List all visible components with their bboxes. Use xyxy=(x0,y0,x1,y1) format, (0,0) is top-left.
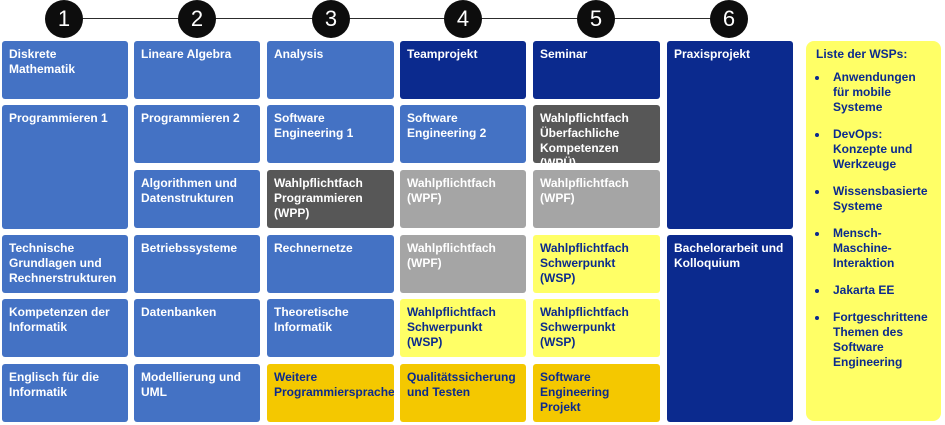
module-englisch: Englisch für die Informatik xyxy=(2,364,128,422)
semester-number-6: 6 xyxy=(710,0,748,38)
module-betriebssysteme: Betriebssysteme xyxy=(134,235,260,293)
semester-timeline xyxy=(64,18,729,19)
wsp-item-mobile: Anwendungen für mobile Systeme xyxy=(829,70,931,115)
module-programmieren-2: Programmieren 2 xyxy=(134,105,260,163)
module-qualitaetssicherung: Qualitätssicherung und Testen xyxy=(400,364,526,422)
module-software-engineering-2: Software Engineering 2 xyxy=(400,105,526,163)
wsp-item-mensch-maschine: Mensch-Maschine-Interaktion xyxy=(829,226,931,271)
module-modellierung-uml: Modellierung und UML xyxy=(134,364,260,422)
semester-number-5: 5 xyxy=(577,0,615,38)
module-wahlpflicht-wpp: Wahlpflichtfach Programmieren (WPP) xyxy=(267,170,394,228)
module-praxisprojekt: Praxisprojekt xyxy=(667,41,793,229)
module-weitere-programmiersprache: Weitere Programmiersprache xyxy=(267,364,394,422)
module-wahlpflicht-wpf-5: Wahlpflichtfach (WPF) xyxy=(533,170,660,228)
wsp-item-fortgeschrittene: Fortgeschrittene Themen des Software Eng… xyxy=(829,310,931,370)
wsp-list-panel: Liste der WSPs: Anwendungen für mobile S… xyxy=(806,41,941,421)
wsp-item-devops: DevOps: Konzepte und Werkzeuge xyxy=(829,127,931,172)
module-technische-grundlagen: Technische Grundlagen und Rechnerstruktu… xyxy=(2,235,128,293)
module-programmieren-1: Programmieren 1 xyxy=(2,105,128,229)
module-software-engineering-projekt: Software Engineering Projekt xyxy=(533,364,660,422)
module-wahlpflicht-wsp-5a: Wahlpflichtfach Schwerpunkt (WSP) xyxy=(533,235,660,293)
module-wahlpflicht-wsp-5b: Wahlpflichtfach Schwerpunkt (WSP) xyxy=(533,299,660,357)
module-teamprojekt: Teamprojekt xyxy=(400,41,526,99)
wsp-item-wissensbasierte: Wissensbasierte Systeme xyxy=(829,184,931,214)
module-wahlpflicht-wsp-4: Wahlpflichtfach Schwerpunkt (WSP) xyxy=(400,299,526,357)
module-wahlpflicht-wpue: Wahlpflichtfach Überfachliche Kompetenze… xyxy=(533,105,660,163)
module-bachelorarbeit: Bachelorarbeit und Kolloquium xyxy=(667,235,793,422)
module-lineare-algebra: Lineare Algebra xyxy=(134,41,260,99)
module-datenbanken: Datenbanken xyxy=(134,299,260,357)
module-wahlpflicht-wpf-4b: Wahlpflichtfach (WPF) xyxy=(400,235,526,293)
module-theoretische-informatik: Theoretische Informatik xyxy=(267,299,394,357)
semester-number-2: 2 xyxy=(178,0,216,38)
module-algorithmen-datenstrukturen: Algorithmen und Datenstrukturen xyxy=(134,170,260,228)
module-rechnernetze: Rechnernetze xyxy=(267,235,394,293)
module-diskrete-mathematik: Diskrete Mathematik xyxy=(2,41,128,99)
module-wahlpflicht-wpf-4a: Wahlpflichtfach (WPF) xyxy=(400,170,526,228)
module-analysis: Analysis xyxy=(267,41,394,99)
wsp-list: Anwendungen für mobile Systeme DevOps: K… xyxy=(816,70,931,370)
semester-number-1: 1 xyxy=(45,0,83,38)
wsp-list-title: Liste der WSPs: xyxy=(816,47,908,61)
module-seminar: Seminar xyxy=(533,41,660,99)
module-kompetenzen-informatik: Kompetenzen der Informatik xyxy=(2,299,128,357)
module-software-engineering-1: Software Engineering 1 xyxy=(267,105,394,163)
wsp-item-jakarta: Jakarta EE xyxy=(829,283,931,298)
semester-number-3: 3 xyxy=(312,0,350,38)
semester-number-4: 4 xyxy=(444,0,482,38)
